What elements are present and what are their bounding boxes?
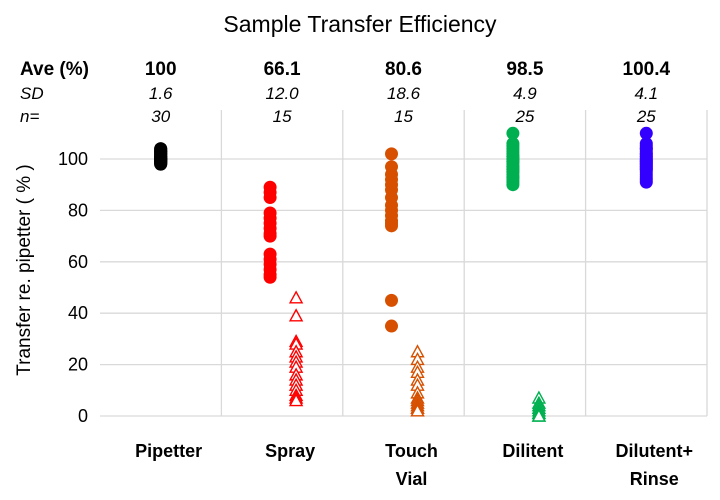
data-point-filled (639, 175, 653, 189)
average-value: 66.1 (264, 59, 301, 80)
average-value: 98.5 (506, 59, 543, 80)
data-point-filled (154, 142, 168, 156)
category-label: Touch (385, 441, 438, 461)
category-group: 66.1 12.0 15 Spray (263, 59, 315, 461)
data-point-filled (385, 147, 398, 161)
y-axis-label: Transfer re. pipetter ( % ) (14, 164, 35, 376)
n-value: 25 (514, 107, 534, 126)
data-point-hollow-triangle (288, 393, 304, 407)
data-point-filled (506, 126, 520, 140)
y-tick-label: 60 (68, 252, 88, 272)
data-point-filled (385, 293, 398, 307)
data-point-filled (154, 156, 168, 170)
chart-title: Sample Transfer Efficiency (223, 11, 497, 37)
n-value: 15 (394, 107, 413, 126)
y-tick-label: 20 (68, 355, 88, 375)
sd-row-label: SD (20, 84, 44, 103)
data-point-hollow-triangle (531, 408, 547, 422)
average-value: 100 (145, 59, 177, 80)
data-point-filled (506, 165, 520, 179)
sd-value: 18.6 (387, 84, 421, 103)
average-value: 80.6 (385, 59, 422, 80)
category-label: Dilitent (502, 441, 563, 461)
data-point-filled (263, 270, 277, 284)
category-label: Vial (396, 469, 428, 489)
data-point-filled (639, 126, 653, 140)
y-tick-label: 80 (68, 200, 88, 220)
category-label: Spray (265, 441, 315, 461)
n-value: 15 (273, 107, 292, 126)
category-group: 100 1.6 30 Pipetter (135, 59, 202, 461)
y-tick-label: 100 (58, 149, 88, 169)
category-group: 100.4 4.1 25 Dilutent+ Rinse (616, 59, 694, 489)
sd-value: 4.1 (634, 84, 658, 103)
data-point-filled (385, 219, 398, 233)
data-point-filled (263, 191, 277, 205)
category-label: Rinse (630, 469, 679, 489)
data-point-hollow-triangle (288, 290, 304, 304)
y-tick-label: 0 (78, 406, 88, 426)
sd-value: 4.9 (513, 84, 537, 103)
n-value: 30 (151, 107, 170, 126)
n-value: 25 (636, 107, 656, 126)
data-point-hollow-triangle (288, 308, 304, 322)
data-point-hollow-triangle (410, 403, 425, 417)
ave-row-label: Ave (%) (20, 59, 89, 80)
data-point-filled (506, 178, 520, 192)
data-point-filled (506, 149, 520, 163)
category-label: Dilutent+ (616, 441, 694, 461)
n-row-label: n= (20, 107, 39, 126)
data-point-filled (639, 162, 653, 176)
sd-value: 12.0 (266, 84, 300, 103)
data-point-filled (385, 319, 398, 333)
sd-value: 1.6 (149, 84, 173, 103)
category-label: Pipetter (135, 441, 202, 461)
y-tick-label: 40 (68, 303, 88, 323)
data-point-filled (263, 229, 277, 243)
category-group: 98.5 4.9 25 Dilitent (502, 59, 563, 461)
category-group: 80.6 18.6 15 Touch Vial (385, 59, 438, 489)
average-value: 100.4 (623, 59, 671, 80)
